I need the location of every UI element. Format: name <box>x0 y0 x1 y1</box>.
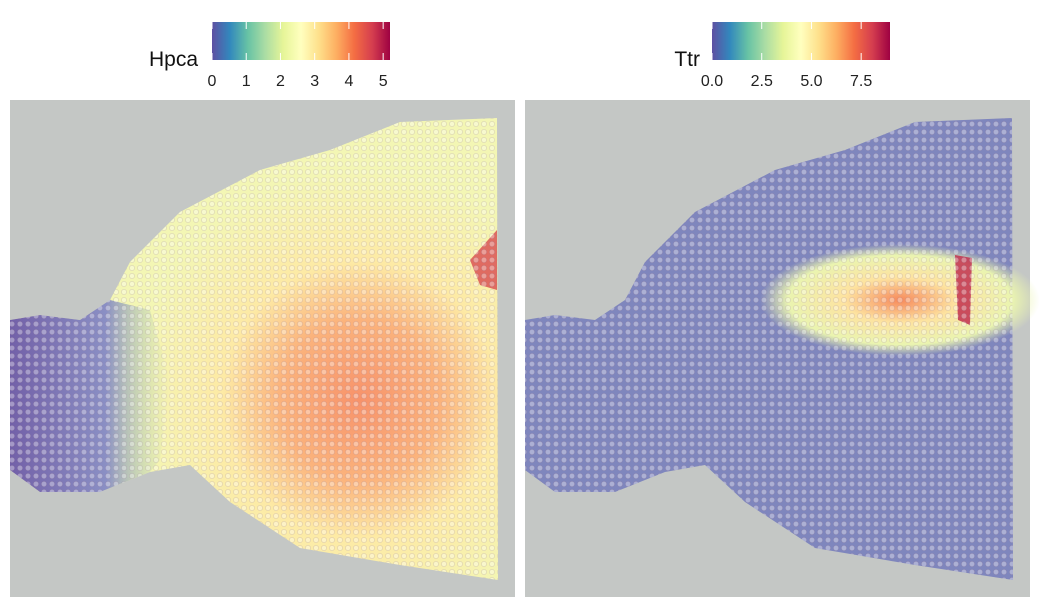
tick-label: 0.0 <box>701 73 723 90</box>
tick-label: 1 <box>242 73 251 90</box>
tick-label: 0 <box>208 73 217 90</box>
spot-grid <box>525 118 1013 580</box>
tick-label: 2 <box>276 73 285 90</box>
panel-right <box>525 100 1040 597</box>
colorbar <box>712 22 890 60</box>
tick-label: 7.5 <box>850 73 872 90</box>
tick-label: 5.0 <box>800 73 822 90</box>
legend-title: Ttr <box>674 48 700 71</box>
tick-label: 5 <box>379 73 388 90</box>
tick-label: 3 <box>310 73 319 90</box>
tick-label: 2.5 <box>751 73 773 90</box>
spot-grid <box>10 118 498 580</box>
panel-left <box>10 100 515 597</box>
legend-title: Hpca <box>149 48 198 71</box>
tick-label: 4 <box>344 73 353 90</box>
colorbar <box>212 22 390 60</box>
